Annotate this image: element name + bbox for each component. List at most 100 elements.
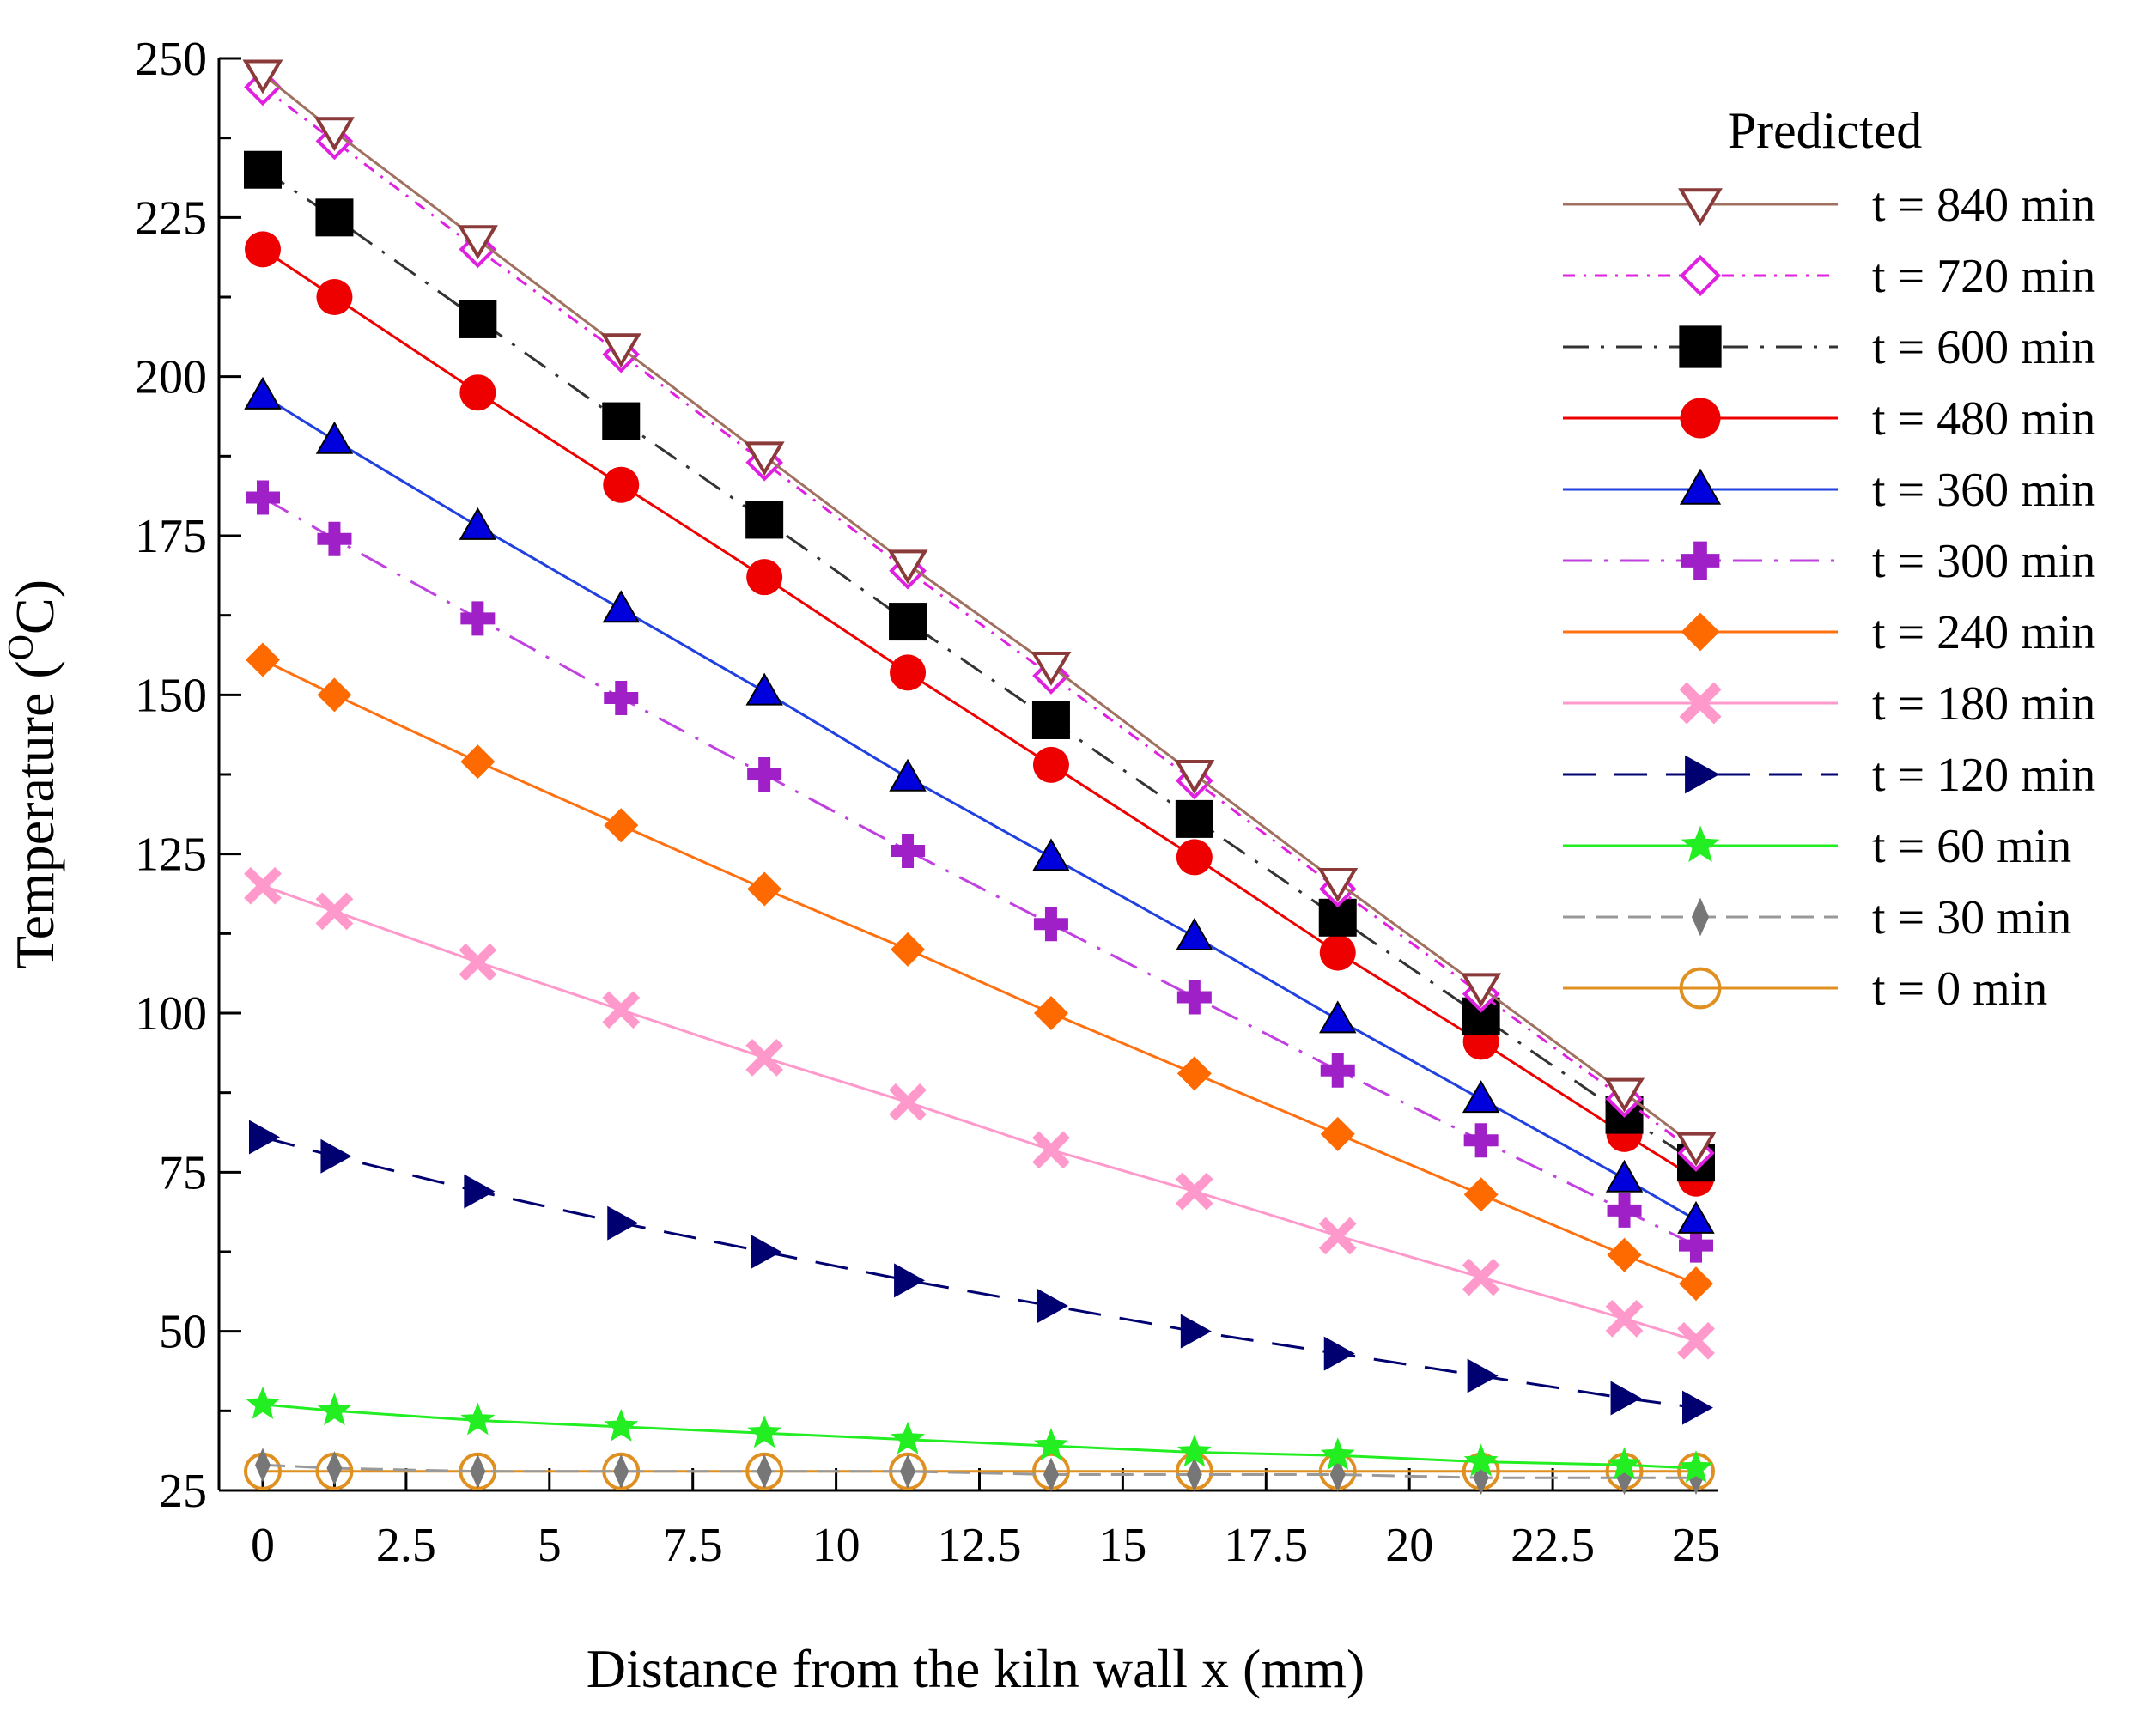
data-point xyxy=(1320,1437,1355,1471)
data-point xyxy=(244,866,282,905)
x-tick-label: 5 xyxy=(538,1519,562,1572)
data-point xyxy=(1176,1434,1212,1467)
legend-marker xyxy=(1681,541,1720,580)
legend-marker xyxy=(1691,897,1710,937)
data-point xyxy=(1176,918,1213,951)
legend-label: t = 720 min xyxy=(1872,250,2095,303)
data-point xyxy=(315,198,354,237)
data-point xyxy=(887,549,928,585)
data-point xyxy=(1467,1358,1499,1393)
data-point xyxy=(1679,1228,1713,1263)
data-point xyxy=(1175,1172,1213,1211)
data-point xyxy=(1463,1443,1499,1477)
data-point xyxy=(751,1235,782,1269)
data-point xyxy=(459,374,496,411)
data-point xyxy=(604,681,639,716)
data-point xyxy=(1329,1457,1346,1492)
data-point xyxy=(1032,746,1069,783)
data-point xyxy=(891,932,926,967)
data-point xyxy=(1462,1080,1500,1114)
series-line xyxy=(262,1403,1697,1470)
data-point xyxy=(1174,760,1215,794)
data-point xyxy=(1679,1266,1713,1302)
data-point xyxy=(1037,1289,1068,1324)
data-point xyxy=(1032,1131,1070,1169)
legend-label: t = 60 min xyxy=(1872,820,2071,873)
series-t360min xyxy=(244,376,1715,1234)
legend-label: t = 120 min xyxy=(1872,749,2095,802)
data-point xyxy=(460,1402,496,1436)
x-tick-label: 10 xyxy=(812,1519,860,1572)
series-line xyxy=(262,168,1697,1164)
data-point xyxy=(745,501,784,539)
y-tick-label: 100 xyxy=(135,987,207,1041)
data-point xyxy=(1607,1193,1642,1228)
data-point xyxy=(1604,1077,1645,1113)
data-point xyxy=(1677,1321,1715,1360)
data-point xyxy=(1033,907,1068,942)
data-point xyxy=(1610,1381,1642,1416)
y-axis-title-superscript: O xyxy=(2,634,41,660)
data-point xyxy=(320,1138,352,1174)
data-point xyxy=(747,757,782,792)
data-point xyxy=(1176,980,1212,1015)
data-point xyxy=(1319,934,1356,971)
series-line xyxy=(262,496,1697,1247)
legend-marker xyxy=(1680,398,1721,439)
legend-marker xyxy=(1679,325,1722,368)
data-point xyxy=(1607,1447,1642,1480)
x-axis-title: Distance from the kiln wall x (mm) xyxy=(587,1638,1365,1699)
data-point xyxy=(613,1454,629,1489)
y-axis-title-unit: C) xyxy=(4,580,65,634)
y-axis-title-main: Temperature ( xyxy=(4,660,65,969)
data-point xyxy=(889,758,927,792)
legend-item: t = 0 min xyxy=(1563,962,2047,1016)
data-point xyxy=(1318,1217,1357,1255)
data-point xyxy=(460,601,496,636)
y-tick-label: 125 xyxy=(135,829,207,882)
data-point xyxy=(745,1039,784,1077)
data-point xyxy=(249,1120,280,1155)
data-point xyxy=(602,402,641,440)
data-point xyxy=(1317,868,1359,902)
data-point xyxy=(317,677,352,713)
legend-item: t = 600 min xyxy=(1563,321,2095,374)
legend-title: Predicted xyxy=(1728,102,1923,159)
legend-item: t = 720 min xyxy=(1563,250,2095,303)
series-t480min xyxy=(245,231,1714,1197)
data-point xyxy=(744,441,785,476)
x-tick-label: 12.5 xyxy=(938,1519,1022,1572)
data-point xyxy=(1034,1428,1068,1461)
data-point xyxy=(316,279,353,315)
series-line xyxy=(262,659,1697,1285)
data-point xyxy=(1679,1450,1713,1483)
x-tick-label: 7.5 xyxy=(663,1519,723,1572)
data-point xyxy=(1675,1132,1717,1167)
data-point xyxy=(604,1408,639,1442)
data-point xyxy=(747,871,782,907)
data-point xyxy=(1175,799,1213,838)
legend-label: t = 300 min xyxy=(1872,535,2095,588)
data-point xyxy=(245,231,281,268)
series-line xyxy=(262,86,1697,1155)
x-tick-label: 20 xyxy=(1385,1519,1433,1572)
y-tick-label: 25 xyxy=(159,1465,207,1518)
series-line xyxy=(262,884,1697,1343)
legend-item: t = 840 min xyxy=(1563,179,2095,232)
y-tick-label: 200 xyxy=(135,351,207,404)
data-point xyxy=(1176,1056,1212,1091)
data-point xyxy=(1320,1053,1355,1088)
data-point xyxy=(889,603,927,641)
data-point xyxy=(246,642,280,677)
legend-item: t = 180 min xyxy=(1563,677,2095,731)
data-point xyxy=(1463,1177,1499,1212)
data-point xyxy=(1461,973,1502,1008)
series-t240min xyxy=(246,642,1713,1302)
legend-marker xyxy=(1679,254,1722,297)
data-point xyxy=(244,376,282,410)
data-point xyxy=(1320,1116,1355,1151)
data-point xyxy=(1031,651,1072,686)
data-point xyxy=(317,521,352,556)
series-t120min xyxy=(249,1120,1713,1425)
